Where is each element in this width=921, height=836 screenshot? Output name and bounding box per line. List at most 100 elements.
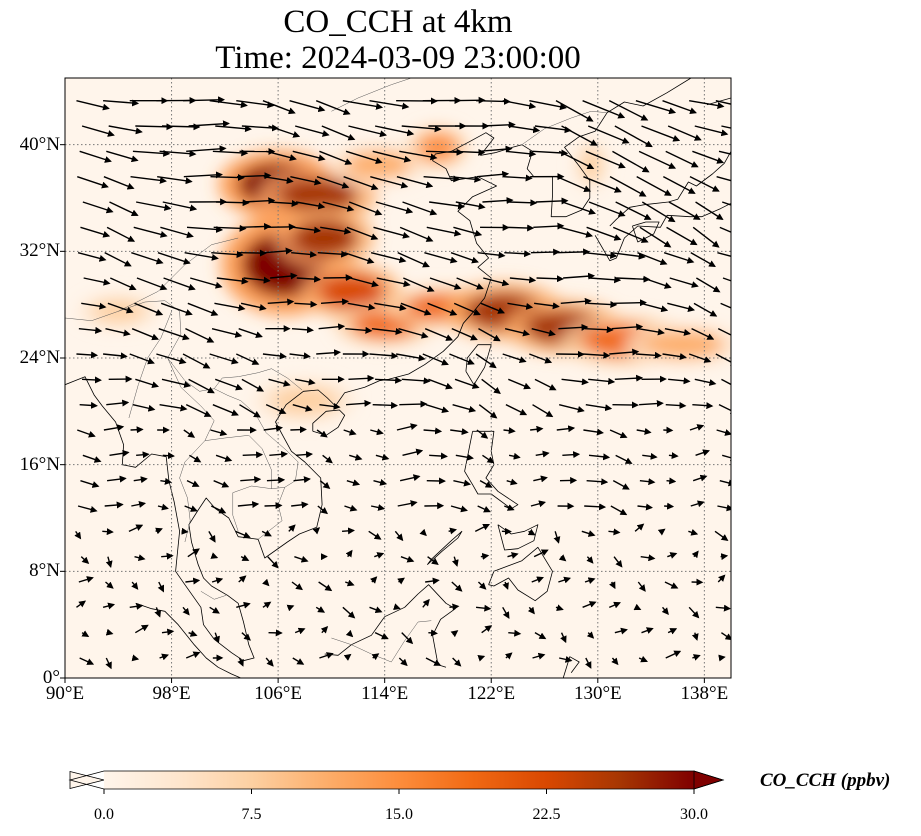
wind-arrow bbox=[426, 226, 462, 237]
wind-arrow bbox=[183, 171, 223, 179]
wind-arrow bbox=[455, 453, 474, 461]
wind-arrow bbox=[241, 632, 251, 641]
wind-arrow bbox=[608, 100, 649, 121]
wind-arrow bbox=[611, 657, 619, 666]
wind-arrow bbox=[316, 349, 342, 357]
wind-arrow bbox=[236, 601, 251, 609]
wind-arrow bbox=[186, 225, 224, 233]
wind-arrow bbox=[263, 175, 294, 184]
wind-arrow bbox=[264, 502, 283, 510]
wind-arrow bbox=[640, 302, 669, 313]
border-segment bbox=[200, 591, 227, 600]
wind-arrow bbox=[102, 528, 114, 536]
wind-arrow bbox=[613, 556, 623, 568]
border-segment bbox=[521, 111, 608, 145]
wind-arrow bbox=[556, 425, 576, 433]
wind-arrow bbox=[721, 632, 731, 641]
wind-arrow bbox=[209, 353, 239, 365]
wind-arrow bbox=[346, 226, 379, 241]
wind-arrow bbox=[612, 226, 649, 243]
wind-arrow bbox=[210, 429, 228, 437]
wind-arrow bbox=[319, 652, 334, 659]
wind-arrow bbox=[508, 378, 532, 390]
wind-arrow bbox=[161, 378, 192, 388]
wind-arrow bbox=[638, 327, 665, 336]
wind-arrow bbox=[718, 150, 731, 155]
wind-arrow bbox=[188, 630, 198, 637]
lon-tick-label: 114°E bbox=[361, 683, 409, 704]
wind-arrow bbox=[162, 201, 198, 212]
wind-arrow bbox=[265, 150, 297, 161]
wind-arrow bbox=[102, 602, 116, 610]
wind-arrow bbox=[319, 402, 341, 410]
border-segment bbox=[118, 237, 239, 312]
wind-arrow bbox=[80, 556, 90, 565]
wind-arrow bbox=[717, 504, 731, 512]
wind-arrow bbox=[159, 403, 188, 412]
wind-arrow bbox=[267, 298, 295, 306]
wind-arrow bbox=[718, 404, 731, 414]
wind-arrow bbox=[532, 404, 554, 418]
wind-arrow bbox=[370, 175, 409, 189]
wind-arrow bbox=[79, 657, 95, 665]
wind-arrow bbox=[589, 276, 622, 284]
wind-arrow bbox=[237, 172, 272, 180]
wind-arrow bbox=[315, 100, 351, 115]
wind-arrow bbox=[154, 607, 162, 618]
wind-arrow bbox=[295, 201, 326, 210]
wind-arrow bbox=[612, 150, 650, 173]
wind-arrow bbox=[215, 378, 243, 391]
wind-arrow bbox=[694, 378, 717, 386]
wind-arrow bbox=[474, 523, 491, 532]
wind-arrow bbox=[425, 403, 450, 414]
wind-arrow bbox=[451, 328, 478, 341]
wind-arrow bbox=[213, 224, 247, 232]
colorbar-gradient bbox=[104, 771, 694, 789]
wind-arrow bbox=[82, 201, 114, 214]
wind-arrow bbox=[345, 326, 373, 334]
wind-arrow bbox=[262, 352, 287, 360]
wind-arrow bbox=[131, 581, 139, 590]
wind-arrow bbox=[667, 125, 702, 141]
wind-arrow bbox=[317, 505, 329, 515]
wind-arrow bbox=[295, 378, 316, 386]
wind-arrow bbox=[452, 148, 486, 156]
wind-arrow bbox=[236, 99, 275, 109]
wind-arrow bbox=[483, 277, 510, 287]
wind-arrow bbox=[639, 226, 672, 248]
lat-tick-label: 24°N bbox=[19, 347, 60, 368]
wind-arrow bbox=[587, 125, 630, 144]
wind-arrow bbox=[292, 657, 305, 665]
wind-arrow bbox=[504, 504, 515, 511]
wind-arrow bbox=[236, 353, 260, 365]
wind-arrow bbox=[536, 275, 564, 283]
wind-arrow bbox=[662, 353, 687, 360]
wind-arrow bbox=[560, 632, 567, 644]
wind-arrow bbox=[262, 578, 270, 587]
wind-arrow bbox=[376, 277, 411, 288]
wind-arrow bbox=[103, 176, 135, 190]
wind-arrow bbox=[530, 425, 544, 433]
wind-arrow bbox=[559, 226, 594, 238]
wind-arrow bbox=[104, 501, 124, 509]
wind-arrow bbox=[582, 100, 626, 119]
wind-arrow bbox=[110, 277, 137, 291]
wind-arrow bbox=[581, 530, 596, 537]
wind-arrow bbox=[584, 251, 618, 259]
lat-tick-label: 8°N bbox=[29, 560, 60, 582]
wind-arrow bbox=[215, 454, 233, 462]
wind-arrow bbox=[505, 150, 537, 158]
wind-arrow bbox=[664, 327, 692, 336]
wind-arrow bbox=[507, 302, 534, 310]
wind-arrow bbox=[403, 277, 435, 292]
wind-arrow bbox=[614, 627, 628, 635]
wind-arrow bbox=[719, 226, 731, 233]
lat-tick-label: 32°N bbox=[19, 240, 60, 262]
wind-arrow bbox=[296, 275, 322, 283]
wind-arrow bbox=[533, 475, 548, 483]
wind-arrow bbox=[188, 378, 215, 394]
wind-arrow bbox=[267, 556, 279, 569]
wind-arrow bbox=[187, 302, 219, 316]
wind-arrow bbox=[722, 454, 731, 462]
